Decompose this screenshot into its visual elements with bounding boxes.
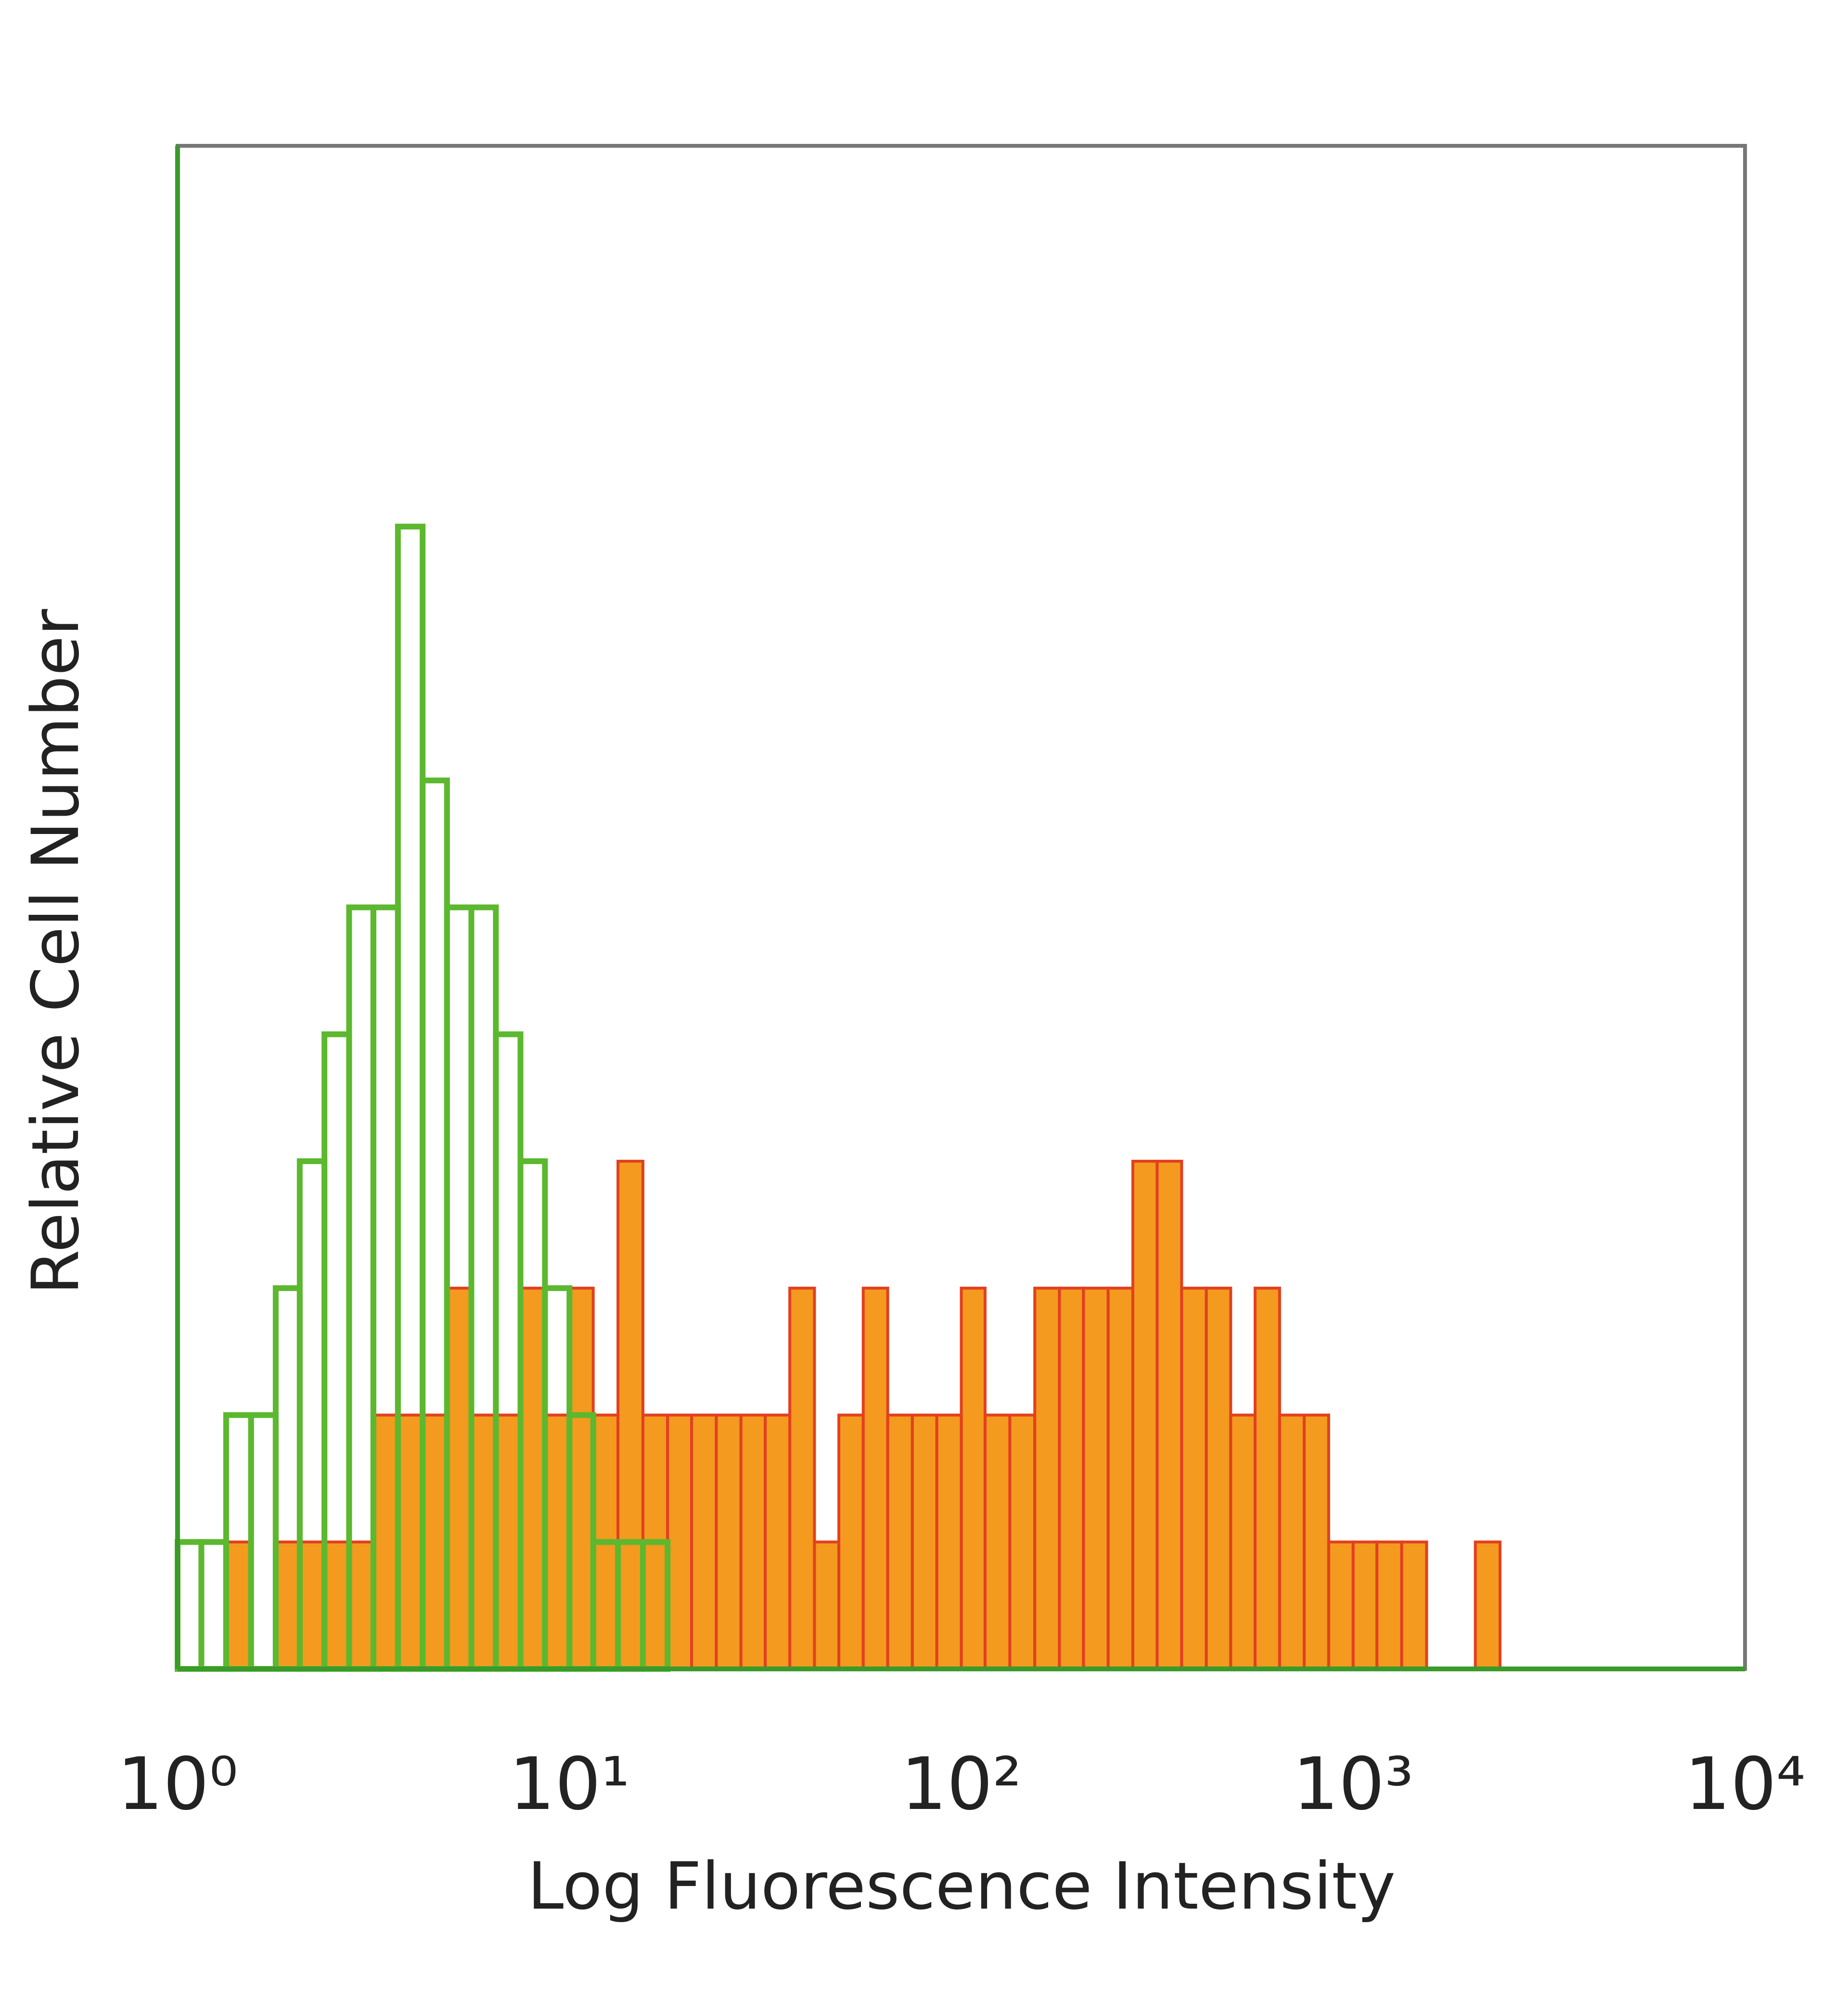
histogram-bar	[935, 1413, 963, 1670]
histogram-bar	[1205, 1286, 1232, 1670]
histogram-bar	[1327, 1540, 1355, 1670]
histogram-bar	[764, 1413, 792, 1670]
histogram-bar	[739, 1413, 767, 1670]
histogram-bar	[519, 1286, 547, 1670]
histogram-bar	[445, 1286, 473, 1670]
histogram-bar	[960, 1286, 987, 1670]
histogram-bar	[983, 1413, 1012, 1670]
histogram-bar	[1058, 1286, 1085, 1670]
x-axis-label: Log Fluorescence Intensity	[527, 1848, 1396, 1924]
histogram-bar	[690, 1413, 718, 1670]
histogram-bar	[1180, 1286, 1208, 1670]
histogram-bar	[837, 1413, 865, 1670]
x-tick-label: 10⁴	[1684, 1743, 1805, 1826]
histogram-bar	[421, 1413, 449, 1670]
histogram-bar	[347, 1540, 375, 1670]
histogram-bar	[715, 1413, 743, 1670]
y-axis-label: Relative Cell Number	[18, 609, 93, 1295]
histogram-bar	[568, 1286, 595, 1670]
histogram-bar	[1278, 1413, 1306, 1670]
x-tick-label: 10¹	[509, 1743, 630, 1826]
histogram-bar	[1155, 1160, 1183, 1670]
histogram-bar	[861, 1286, 889, 1670]
histogram-bar	[1400, 1540, 1428, 1670]
histogram-bar	[1008, 1413, 1037, 1670]
x-tick-label: 10³	[1293, 1743, 1413, 1826]
histogram-bar	[323, 1540, 351, 1670]
histogram-step-bar	[248, 1412, 279, 1672]
histogram-bar	[494, 1413, 522, 1670]
histogram-bar	[372, 1413, 399, 1670]
histogram-bar	[1033, 1286, 1061, 1670]
histogram-bar	[298, 1540, 326, 1670]
histogram-step-bar	[198, 1539, 229, 1672]
histogram-bar	[616, 1160, 644, 1670]
histogram-bar	[1229, 1413, 1257, 1670]
histogram-bar	[1082, 1286, 1110, 1670]
histogram-bar	[1351, 1540, 1379, 1670]
histogram-step-bar	[175, 1539, 205, 1672]
histogram-bar	[274, 1540, 301, 1670]
histogram-bar	[813, 1540, 841, 1670]
histogram-bar	[1131, 1160, 1159, 1670]
histogram-bar	[886, 1413, 914, 1670]
x-tick-label: 10⁰	[117, 1743, 238, 1826]
histogram-bar	[224, 1540, 253, 1670]
x-tick-label: 10²	[901, 1743, 1022, 1826]
histogram-bar	[543, 1413, 571, 1670]
histogram-bar	[788, 1286, 816, 1670]
histogram-bar	[1375, 1540, 1403, 1670]
histogram-bar	[1474, 1540, 1502, 1670]
histogram-bar	[1303, 1413, 1330, 1670]
histogram-bar	[1106, 1286, 1134, 1670]
histogram-bar	[396, 1413, 424, 1670]
histogram-bar	[1253, 1286, 1281, 1670]
histogram-bar	[470, 1413, 498, 1670]
histogram-bar	[911, 1413, 938, 1670]
histogram-bar	[666, 1413, 693, 1670]
